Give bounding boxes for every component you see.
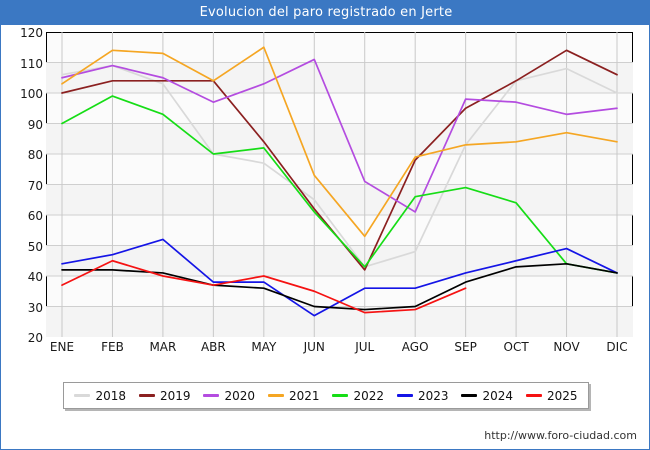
legend-item-2019[interactable]: 2019 (138, 388, 191, 403)
line-chart-svg (46, 32, 633, 337)
y-axis: 120 110 100 90 80 70 60 50 40 30 20 (1, 26, 43, 345)
series-line-2024 (61, 262, 618, 311)
legend-item-2022[interactable]: 2022 (332, 389, 384, 403)
y-axis-tick-label: 30 (27, 300, 43, 315)
chart-legend: 2018 2019 2020 2021 2022 2023 2024 2025 (63, 382, 589, 409)
y-axis-tick-label: 40 (27, 270, 43, 284)
legend-label-2019: 2019 (159, 388, 191, 403)
legend-swatch-2025 (525, 394, 542, 397)
legend-item-2020[interactable]: 2020 (203, 389, 255, 403)
x-axis-tick-label-jun: JUN (303, 340, 325, 354)
x-axis-tick-label-jul: JUL (355, 340, 375, 354)
series-line-2018 (61, 64, 618, 268)
legend-label-2018: 2018 (95, 388, 127, 403)
source-url: http://www.foro-ciudad.com (484, 429, 637, 442)
y-axis-tick-label: 20 (27, 331, 43, 345)
data-series-group (61, 46, 618, 317)
legend-label-2021: 2021 (288, 388, 320, 403)
legend-item-2024[interactable]: 2024 (461, 389, 513, 403)
legend-item-2018[interactable]: 2018 (74, 389, 126, 403)
legend-item-2021[interactable]: 2021 (267, 388, 320, 403)
legend-label-2025: 2025 (546, 388, 578, 403)
y-axis-tick-label: 80 (27, 148, 43, 162)
y-axis-tick-label: 110 (20, 56, 43, 71)
y-axis-tick-label: 120 (20, 26, 43, 40)
legend-label-2020: 2020 (224, 388, 256, 403)
x-axis: ENE FEB MAR ABR MAY JUN JUL AGO SEP OCT NOV DIC (46, 340, 633, 360)
x-axis-tick-label-abr: ABR (200, 340, 226, 354)
legend-item-2023[interactable]: 2023 (396, 388, 449, 403)
series-line-2020 (61, 58, 618, 213)
x-axis-tick-label-may: MAY (251, 340, 277, 354)
y-axis-tick-label: 60 (27, 209, 43, 223)
legend-swatch-2018 (74, 394, 91, 397)
alternating-bands (46, 62, 633, 337)
legend-label-2023: 2023 (417, 388, 449, 403)
x-axis-tick-label-ene: ENE (49, 340, 75, 354)
legend-swatch-2024 (461, 394, 478, 397)
x-axis-tick-label-ago: AGO (401, 340, 429, 354)
y-axis-tick-label: 90 (27, 117, 43, 132)
series-line-2022 (61, 95, 618, 274)
legend-swatch-2023 (396, 394, 413, 397)
legend-swatch-2019 (138, 394, 155, 397)
legend-swatch-2022 (332, 394, 349, 397)
x-axis-tick-label-mar: MAR (149, 340, 177, 354)
y-axis-tick-label: 50 (27, 239, 43, 254)
x-axis-tick-label-nov: NOV (553, 340, 580, 354)
y-axis-tick-label: 70 (27, 178, 43, 193)
legend-label-2024: 2024 (482, 388, 514, 403)
legend-item-2025[interactable]: 2025 (525, 388, 578, 403)
grid-lines (46, 32, 633, 337)
y-axis-tick-label: 100 (20, 87, 43, 101)
legend-label-2022: 2022 (353, 388, 385, 403)
window-title-bar: Evolucion del paro registrado en Jerte (1, 1, 649, 25)
series-line-2025 (61, 259, 467, 314)
legend-swatch-2020 (203, 394, 220, 397)
legend-swatch-2021 (267, 394, 284, 397)
x-axis-tick-label-sep: SEP (454, 340, 477, 354)
x-axis-tick-label-oct: OCT (503, 340, 529, 354)
x-axis-tick-label-dic: DIC (606, 340, 628, 354)
x-axis-tick-label-feb: FEB (101, 340, 124, 354)
series-line-2021 (61, 46, 618, 238)
page-title: Evolucion del paro registrado en Jerte (199, 5, 453, 20)
